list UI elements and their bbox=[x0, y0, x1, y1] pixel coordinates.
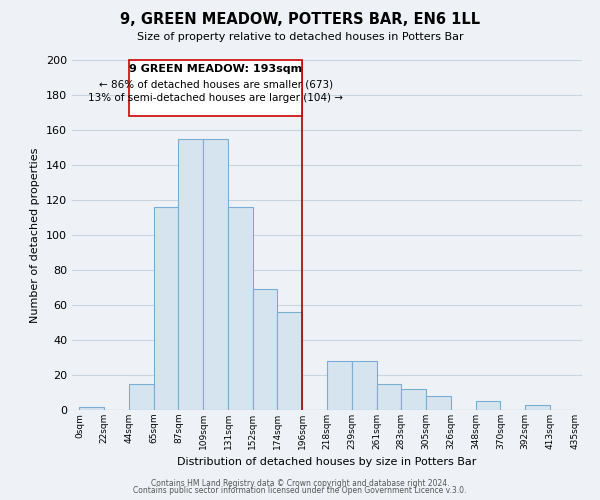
Bar bbox=[476, 401, 500, 410]
Bar bbox=[253, 289, 277, 410]
Bar bbox=[154, 207, 178, 410]
Bar bbox=[129, 384, 154, 410]
Text: Contains HM Land Registry data © Crown copyright and database right 2024.: Contains HM Land Registry data © Crown c… bbox=[151, 478, 449, 488]
FancyBboxPatch shape bbox=[129, 60, 302, 116]
Bar bbox=[377, 384, 401, 410]
Y-axis label: Number of detached properties: Number of detached properties bbox=[31, 148, 40, 322]
Text: 13% of semi-detached houses are larger (104) →: 13% of semi-detached houses are larger (… bbox=[88, 93, 343, 104]
Bar bbox=[203, 138, 228, 410]
Text: ← 86% of detached houses are smaller (673): ← 86% of detached houses are smaller (67… bbox=[98, 79, 332, 89]
Bar bbox=[525, 404, 550, 410]
Bar bbox=[352, 361, 377, 410]
Text: 9 GREEN MEADOW: 193sqm: 9 GREEN MEADOW: 193sqm bbox=[129, 64, 302, 74]
Bar bbox=[327, 361, 352, 410]
Bar bbox=[426, 396, 451, 410]
Bar bbox=[228, 207, 253, 410]
Text: Size of property relative to detached houses in Potters Bar: Size of property relative to detached ho… bbox=[137, 32, 463, 42]
Text: 9, GREEN MEADOW, POTTERS BAR, EN6 1LL: 9, GREEN MEADOW, POTTERS BAR, EN6 1LL bbox=[120, 12, 480, 28]
Text: Contains public sector information licensed under the Open Government Licence v.: Contains public sector information licen… bbox=[133, 486, 467, 495]
Bar bbox=[277, 312, 302, 410]
Bar bbox=[79, 406, 104, 410]
Bar bbox=[178, 138, 203, 410]
Bar bbox=[401, 389, 426, 410]
X-axis label: Distribution of detached houses by size in Potters Bar: Distribution of detached houses by size … bbox=[178, 458, 476, 468]
